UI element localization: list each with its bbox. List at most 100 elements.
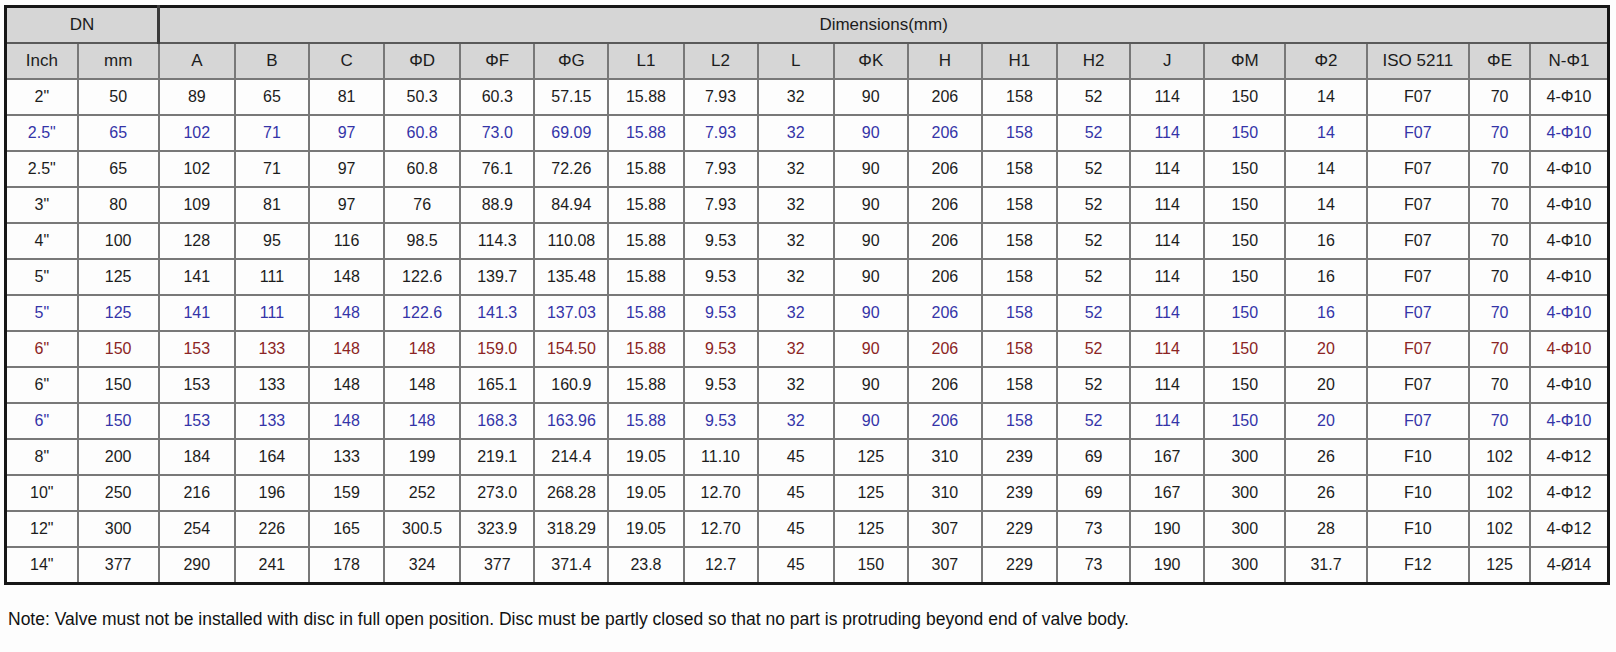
table-cell: 32 — [758, 403, 834, 439]
table-cell: 125 — [78, 295, 159, 331]
table-cell: 15.88 — [608, 151, 683, 187]
column-header: H — [908, 43, 982, 79]
table-cell: 125 — [1469, 547, 1530, 584]
table-row: 4"1001289511698.5114.3110.0815.889.53329… — [6, 223, 1609, 259]
table-row: 6"150153133148148159.0154.5015.889.53329… — [6, 331, 1609, 367]
table-cell: 89 — [159, 79, 235, 115]
table-cell: 300 — [1204, 475, 1285, 511]
table-cell: F10 — [1367, 439, 1470, 475]
column-header: J — [1130, 43, 1204, 79]
table-cell: 148 — [309, 403, 384, 439]
table-cell: 70 — [1469, 403, 1530, 439]
table-cell: 148 — [309, 331, 384, 367]
table-cell: 69.09 — [534, 115, 608, 151]
column-header: ΦF — [460, 43, 534, 79]
column-header: ΦK — [834, 43, 908, 79]
table-header: DN Dimensions(mm) InchmmABCΦDΦFΦGL1L2LΦK… — [6, 7, 1609, 80]
table-cell: 168.3 — [460, 403, 534, 439]
table-cell: 165 — [309, 511, 384, 547]
table-cell: 69 — [1057, 475, 1130, 511]
column-header: Inch — [6, 43, 78, 79]
table-cell: 318.29 — [534, 511, 608, 547]
table-cell: 9.53 — [684, 367, 758, 403]
table-cell: 150 — [1204, 223, 1285, 259]
table-cell: 73.0 — [460, 115, 534, 151]
table-cell: 7.93 — [684, 115, 758, 151]
table-cell: 229 — [982, 511, 1057, 547]
dimensions-table: DN Dimensions(mm) InchmmABCΦDΦFΦGL1L2LΦK… — [4, 5, 1610, 585]
table-cell: 3" — [6, 187, 78, 223]
table-cell: 90 — [834, 223, 908, 259]
table-cell: 141.3 — [460, 295, 534, 331]
table-cell: 12" — [6, 511, 78, 547]
table-cell: 160.9 — [534, 367, 608, 403]
table-row: 12"300254226165300.5323.9318.2919.0512.7… — [6, 511, 1609, 547]
table-cell: 219.1 — [460, 439, 534, 475]
table-cell: 69 — [1057, 439, 1130, 475]
table-cell: 206 — [908, 79, 982, 115]
table-cell: 137.03 — [534, 295, 608, 331]
table-cell: 122.6 — [384, 295, 460, 331]
table-cell: 158 — [982, 331, 1057, 367]
table-cell: 32 — [758, 367, 834, 403]
table-cell: 15.88 — [608, 223, 683, 259]
table-cell: 19.05 — [608, 439, 683, 475]
table-cell: 150 — [1204, 331, 1285, 367]
table-cell: 377 — [78, 547, 159, 584]
table-cell: 73 — [1057, 511, 1130, 547]
table-cell: 273.0 — [460, 475, 534, 511]
column-header: ISO 5211 — [1367, 43, 1470, 79]
table-cell: 307 — [908, 547, 982, 584]
table-cell: 19.05 — [608, 511, 683, 547]
table-row: 5"125141111148122.6139.7135.4815.889.533… — [6, 259, 1609, 295]
table-cell: 4" — [6, 223, 78, 259]
table-row: 2"5089658150.360.357.1515.887.9332902061… — [6, 79, 1609, 115]
table-cell: 23.8 — [608, 547, 683, 584]
table-cell: 15.88 — [608, 295, 683, 331]
table-cell: 4-Φ12 — [1530, 511, 1609, 547]
table-cell: 250 — [78, 475, 159, 511]
table-cell: 7.93 — [684, 151, 758, 187]
table-cell: 102 — [1469, 439, 1530, 475]
table-cell: 377 — [460, 547, 534, 584]
table-cell: 133 — [235, 403, 309, 439]
table-cell: 150 — [78, 367, 159, 403]
table-cell: 45 — [758, 439, 834, 475]
table-cell: 65 — [235, 79, 309, 115]
table-cell: F07 — [1367, 115, 1470, 151]
table-cell: 164 — [235, 439, 309, 475]
table-cell: 114 — [1130, 259, 1204, 295]
table-cell: 229 — [982, 547, 1057, 584]
table-cell: 88.9 — [460, 187, 534, 223]
table-cell: 11.10 — [684, 439, 758, 475]
table-cell: 4-Φ10 — [1530, 259, 1609, 295]
table-cell: 148 — [384, 367, 460, 403]
table-cell: 4-Φ10 — [1530, 367, 1609, 403]
table-cell: 52 — [1057, 259, 1130, 295]
table-cell: 50.3 — [384, 79, 460, 115]
table-row: 8"200184164133199219.1214.419.0511.10451… — [6, 439, 1609, 475]
table-cell: 15.88 — [608, 259, 683, 295]
table-cell: 52 — [1057, 331, 1130, 367]
table-cell: 300 — [1204, 547, 1285, 584]
table-cell: 110.08 — [534, 223, 608, 259]
table-cell: 45 — [758, 475, 834, 511]
table-cell: 9.53 — [684, 295, 758, 331]
table-cell: 323.9 — [460, 511, 534, 547]
table-cell: 206 — [908, 295, 982, 331]
table-cell: 14 — [1285, 79, 1366, 115]
table-cell: 148 — [309, 367, 384, 403]
table-cell: 70 — [1469, 259, 1530, 295]
table-cell: 190 — [1130, 511, 1204, 547]
table-cell: 102 — [159, 115, 235, 151]
table-cell: 70 — [1469, 151, 1530, 187]
table-cell: 16 — [1285, 223, 1366, 259]
table-cell: 4-Φ12 — [1530, 439, 1609, 475]
table-cell: 114 — [1130, 187, 1204, 223]
table-cell: 97 — [309, 187, 384, 223]
table-row: 3"8010981977688.984.9415.887.93329020615… — [6, 187, 1609, 223]
table-cell: F07 — [1367, 223, 1470, 259]
table-cell: F07 — [1367, 187, 1470, 223]
table-cell: 114 — [1130, 367, 1204, 403]
table-cell: 65 — [78, 115, 159, 151]
